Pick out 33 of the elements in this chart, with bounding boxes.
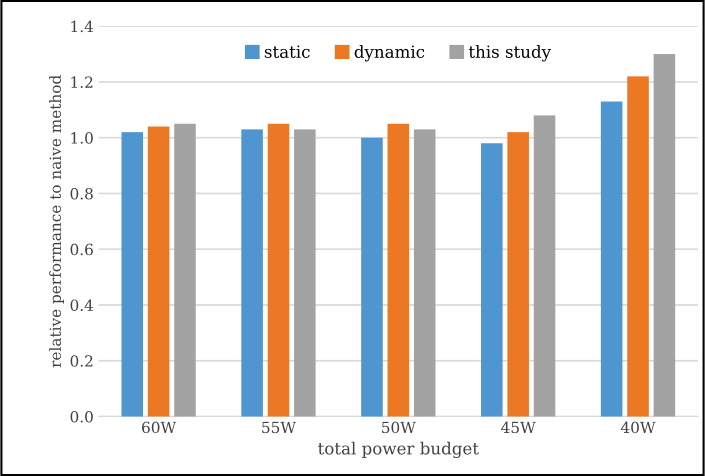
bar bbox=[534, 115, 556, 416]
legend-label: static bbox=[264, 45, 310, 58]
x-axis-title: total power budget bbox=[318, 442, 479, 458]
bar bbox=[654, 54, 676, 416]
y-tick-label: 0.2 bbox=[70, 355, 92, 367]
bar bbox=[294, 129, 316, 416]
x-tick-label: 45W bbox=[501, 422, 536, 434]
bar bbox=[388, 124, 410, 416]
bar bbox=[627, 76, 649, 416]
y-tick-label: 0.8 bbox=[70, 188, 93, 200]
bar bbox=[414, 129, 436, 416]
bar bbox=[268, 124, 290, 416]
x-tick-label: 60W bbox=[142, 422, 176, 434]
legend-label: this study bbox=[468, 45, 552, 62]
y-tick-label: 0.0 bbox=[70, 410, 93, 423]
bar bbox=[507, 132, 529, 416]
y-tick-label: 1.0 bbox=[71, 132, 93, 144]
legend-label: dynamic bbox=[354, 45, 424, 62]
bar bbox=[121, 132, 144, 416]
y-tick-label: 1.4 bbox=[71, 20, 94, 32]
y-axis-title: relative performance to naive method bbox=[49, 75, 64, 368]
y-tick-label: 0.6 bbox=[70, 244, 93, 256]
bar bbox=[600, 101, 622, 416]
bar bbox=[148, 126, 170, 416]
x-tick-label: 50W bbox=[382, 422, 416, 434]
y-tick-label: 0.4 bbox=[70, 299, 94, 311]
bar bbox=[241, 129, 263, 416]
x-tick-label: 40W bbox=[620, 422, 656, 434]
bar bbox=[481, 143, 503, 416]
x-tick-label: 55W bbox=[262, 422, 296, 434]
bar bbox=[174, 124, 196, 416]
bar bbox=[361, 138, 383, 416]
y-tick-label: 1.2 bbox=[71, 76, 92, 88]
